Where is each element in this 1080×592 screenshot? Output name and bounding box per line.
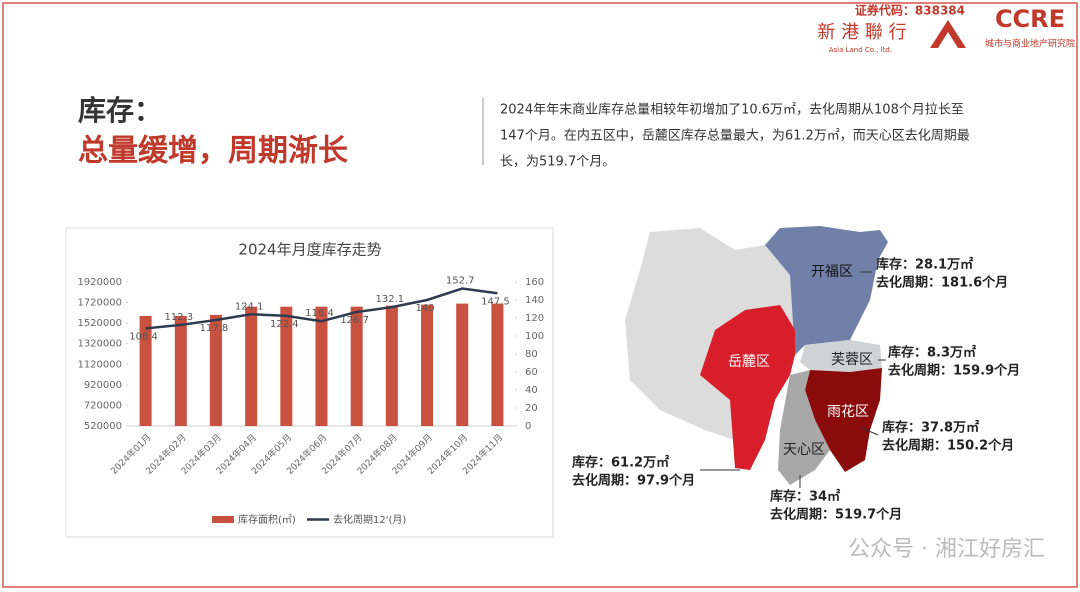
y2-tick-label: 140 [525,295,544,306]
data-label: 117.8 [200,323,229,334]
y-tick-label: 1520000 [77,318,122,329]
region-yuhua [805,368,882,472]
region-wangcheng [625,228,795,440]
district-cycle: 去化周期：519.7个月 [770,507,902,523]
bar [350,306,363,426]
bar [385,305,398,426]
bar [245,306,258,426]
district-stock: 库存：61.2万㎡ [572,455,669,471]
district-name: 雨花区 [827,404,869,420]
district-name: 芙蓉区 [831,351,873,368]
description-line: 长，为519.7个月。 [500,155,615,170]
brand: 新 港 聯 行 [817,22,906,43]
data-label: 147.5 [481,296,510,307]
legend-swatch [212,516,234,523]
legend-label: 去化周期12'(月) [333,513,406,526]
district-stock: 库存：28.1万㎡ [876,257,973,273]
y-tick-label: 1320000 [77,339,122,350]
y2-tick-label: 60 [525,367,538,378]
bar [174,315,187,426]
brand-en: Asia Land Co., ltd. [829,46,892,54]
bar [315,306,328,426]
legend-label: 库存面积(㎡) [238,513,296,526]
y2-tick-label: 100 [525,331,544,342]
district-cycle: 去化周期：150.2个月 [882,438,1014,454]
title-2: 总量缓增，周期渐长 [78,134,348,169]
district-name: 开福区 [811,264,853,280]
y2-tick-label: 40 [525,385,538,396]
map [625,226,888,485]
chart-title: 2024年月度库存走势 [238,241,381,259]
district-stock: 库存：8.3万㎡ [888,345,976,361]
data-label: 132.1 [376,294,405,305]
district-name: 岳麓区 [728,354,770,370]
bar [421,304,434,426]
y-tick-label: 1920000 [77,277,122,288]
y-tick-label: 1120000 [77,359,122,370]
title-1: 库存： [78,94,162,127]
data-label: 152.7 [446,276,475,287]
logo: CCRE [995,5,1065,33]
district-cycle: 去化周期：97.9个月 [572,473,695,489]
bar [456,303,469,426]
y2-tick-label: 120 [525,313,544,324]
y-tick-label: 520000 [84,421,122,432]
district-stock: 库存：37.8万㎡ [882,420,979,436]
line [145,287,498,330]
data-label: 126.7 [340,315,369,326]
data-label: 124.1 [235,301,264,312]
bar [280,306,293,426]
region-kaifu [765,226,888,355]
data-label: 112.3 [164,312,193,323]
region-furong [800,340,882,372]
y2-tick-label: 160 [525,277,544,288]
y2-tick-label: 80 [525,349,538,360]
district-name: 天心区 [783,442,825,458]
bar [491,303,504,426]
y-tick-label: 1720000 [77,298,122,309]
data-label: 140 [415,303,434,314]
chart-frame [65,227,554,538]
leader-line [861,427,879,436]
region-yuelu [700,305,795,470]
watermark: 公众号 · 湘江好房汇 [848,537,1045,562]
logo-sub: 城市与商业地产研究院 [985,38,1075,50]
district-cycle: 去化周期：159.9个月 [888,363,1020,379]
data-label: 116.4 [305,308,334,319]
y-tick-label: 920000 [84,380,122,391]
data-label: 108.4 [129,331,158,342]
description-line: 147个月。在内五区中，岳麓区库存总量最大，为61.2万㎡，而天心区去化周期最 [500,128,970,144]
y2-tick-label: 0 [525,421,531,432]
bar [139,315,152,426]
y-tick-label: 720000 [84,400,122,411]
region-tianxin [778,370,830,485]
district-cycle: 去化周期：181.6个月 [876,275,1008,291]
stock-code: 证券代码：838384 [855,3,965,18]
y2-tick-label: 20 [525,403,538,414]
description-line: 2024年年末商业库存总量相较年初增加了10.6万㎡，去化周期从108个月拉长至 [500,102,964,118]
bar [209,314,222,426]
data-label: 122.4 [270,319,299,330]
brand-icon [930,20,966,48]
district-stock: 库存：34㎡ [770,489,840,505]
